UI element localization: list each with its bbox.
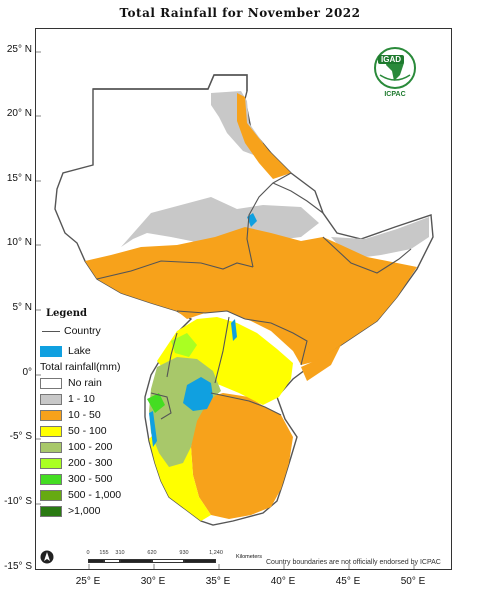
legend-class-5: 200 - 300 xyxy=(40,455,140,471)
legend-class-label: 10 - 50 xyxy=(68,409,101,421)
legend-class-2: 10 - 50 xyxy=(40,407,140,423)
swatch-over-1000 xyxy=(40,505,62,517)
legend-title: Legend xyxy=(46,308,88,319)
lat-label-10n: 10° N xyxy=(6,237,32,248)
legend-class-label: 50 - 100 xyxy=(68,425,107,437)
scale-tick: 310 xyxy=(115,550,125,556)
swatch-50-100 xyxy=(40,425,62,437)
legend-class-4: 100 - 200 xyxy=(40,439,140,455)
lat-label-5s: -5° S xyxy=(9,431,32,442)
lat-label-15s: -15° S xyxy=(4,561,32,572)
border-sudan-ethiopia xyxy=(246,172,292,268)
rain-300-500-patch xyxy=(147,393,165,413)
legend-class-label: 300 - 500 xyxy=(68,473,113,485)
north-arrow-icon xyxy=(40,550,54,564)
igad-emblem-icon xyxy=(374,47,416,89)
rain-10-50-south xyxy=(191,393,293,519)
igad-icpac-logo: IGAD ICPAC xyxy=(367,45,423,98)
swatch-500-1000 xyxy=(40,489,62,501)
legend-class-3: 50 - 100 xyxy=(40,423,140,439)
legend: Legend Country Lake Total rainfall(mm) N… xyxy=(40,308,140,519)
legend-class-0: No rain xyxy=(40,375,140,391)
logo-name: IGAD xyxy=(378,55,404,64)
swatch-10-50 xyxy=(40,409,62,421)
border-kenya-tanzania xyxy=(210,392,282,416)
legend-class-7: 500 - 1,000 xyxy=(40,487,140,503)
scale-tick: 620 xyxy=(147,550,157,556)
lat-label-10s: -10° S xyxy=(4,496,32,507)
lon-label-40e: 40° E xyxy=(270,576,296,587)
lat-label-5n: 5° N xyxy=(12,302,32,313)
lake-turkana xyxy=(231,319,237,341)
lon-label-30e: 30° E xyxy=(140,576,166,587)
lake-tanganyika xyxy=(149,411,157,447)
border-burundi-rwanda xyxy=(150,392,172,420)
legend-class-label: 100 - 200 xyxy=(68,441,113,453)
border-drc-uganda xyxy=(166,332,178,378)
legend-class-label: >1,000 xyxy=(68,505,101,517)
scale-segment xyxy=(152,559,184,563)
legend-country: Country xyxy=(40,323,140,339)
map-title: Total Rainfall for November 2022 xyxy=(119,6,361,20)
lon-label-50e: 50° E xyxy=(400,576,426,587)
logo-subtitle: ICPAC xyxy=(384,91,406,98)
legend-lake: Lake xyxy=(40,343,140,359)
scale-segment xyxy=(104,559,120,563)
disclaimer: Country boundaries are not officially en… xyxy=(266,559,441,566)
lake-tana xyxy=(247,213,257,227)
rain-1-10-horn xyxy=(331,217,429,259)
scale-segment xyxy=(88,559,104,563)
rain-10-50-nile xyxy=(237,93,291,179)
swatch-300-500 xyxy=(40,473,62,485)
rain-10-50-somalia-coast xyxy=(301,345,341,381)
border-ethiopia-kenya xyxy=(244,318,308,366)
country-line-swatch xyxy=(42,330,60,332)
legend-class-1: 1 - 10 xyxy=(40,391,140,407)
border-ethiopia-somalia xyxy=(322,236,412,274)
legend-class-label: No rain xyxy=(68,377,102,389)
scale-tick: 930 xyxy=(179,550,189,556)
scale-bar: 0 155 310 620 930 1,240 Kilometers xyxy=(84,550,262,564)
border-eritrea xyxy=(272,182,324,214)
rain-200-300-patch xyxy=(171,333,197,357)
scale-segment xyxy=(120,559,152,563)
scale-unit: Kilometers xyxy=(236,554,262,560)
legend-class-6: 300 - 500 xyxy=(40,471,140,487)
legend-rainfall-title: Total rainfall(mm) xyxy=(40,361,121,373)
rainfall-map xyxy=(36,51,434,569)
border-southsudan-uganda xyxy=(176,310,246,320)
legend-class-label: 500 - 1,000 xyxy=(68,489,122,501)
lon-label-45e: 45° E xyxy=(335,576,361,587)
scale-segment xyxy=(184,559,216,563)
lake-victoria xyxy=(183,377,213,411)
swatch-1-10 xyxy=(40,393,62,405)
legend-lake-label: Lake xyxy=(68,345,91,357)
lake-swatch xyxy=(40,345,62,357)
legend-country-label: Country xyxy=(64,325,101,337)
lon-label-25e: 25° E xyxy=(75,576,101,587)
lat-label-25n: 25° N xyxy=(6,44,32,55)
legend-class-label: 200 - 300 xyxy=(68,457,113,469)
scale-tick: 1,240 xyxy=(209,550,223,556)
scale-tick: 155 xyxy=(99,550,109,556)
legend-class-8: >1,000 xyxy=(40,503,140,519)
legend-class-label: 1 - 10 xyxy=(68,393,95,405)
scale-tick: 0 xyxy=(86,550,90,556)
border-uganda-kenya xyxy=(214,316,230,384)
lat-label-15n: 15° N xyxy=(6,173,32,184)
swatch-100-200 xyxy=(40,441,62,453)
lat-label-0: 0° xyxy=(22,367,32,378)
map-frame xyxy=(35,28,452,570)
lon-label-35e: 35° E xyxy=(205,576,231,587)
swatch-200-300 xyxy=(40,457,62,469)
swatch-no-rain xyxy=(40,377,62,389)
border-sudan-southsudan xyxy=(96,260,254,280)
lat-label-20n: 20° N xyxy=(6,108,32,119)
